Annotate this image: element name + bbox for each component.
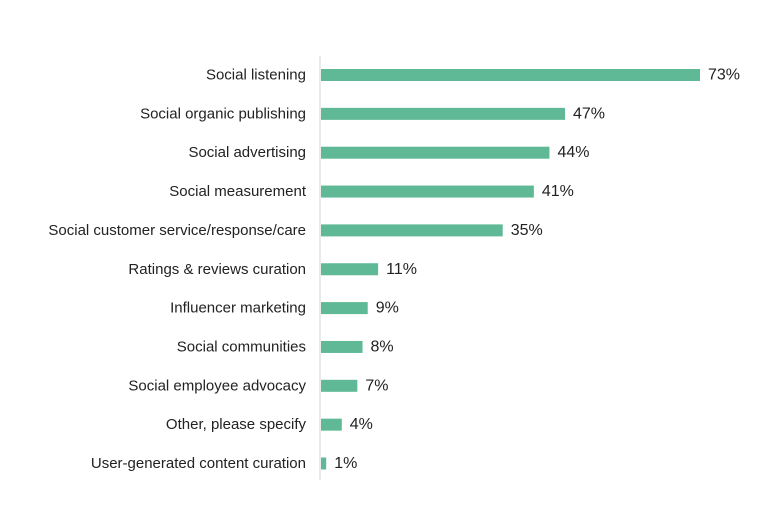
value-label: 44%	[557, 144, 589, 161]
bar	[321, 457, 327, 470]
value-label: 7%	[365, 377, 388, 394]
category-label: Social listening	[206, 67, 306, 84]
category-label: Social organic publishing	[140, 105, 306, 122]
bars-group	[321, 69, 700, 470]
category-label: Other, please specify	[166, 416, 307, 433]
value-label: 35%	[511, 222, 543, 239]
bar	[321, 302, 368, 315]
value-label: 41%	[542, 183, 574, 200]
category-label: Social employee advocacy	[128, 377, 306, 394]
value-label: 1%	[334, 455, 357, 472]
category-labels-group: Social listening Social organic publishin…	[48, 67, 306, 473]
value-label: 4%	[350, 416, 373, 433]
category-label: Social advertising	[188, 144, 306, 161]
value-label: 11%	[386, 261, 417, 278]
value-label: 73%	[708, 67, 740, 84]
bar	[321, 69, 700, 81]
bar	[321, 379, 358, 392]
category-label: User-generated content curation	[91, 455, 306, 472]
value-label: 9%	[376, 300, 399, 317]
value-label: 47%	[573, 105, 605, 122]
value-label: 8%	[371, 338, 394, 355]
bar	[321, 418, 342, 431]
bar	[321, 263, 379, 276]
bar	[321, 224, 503, 237]
bar	[321, 146, 550, 159]
category-label: Influencer marketing	[170, 300, 306, 317]
value-labels-group: 73% 47% 44% 41% 35% 11% 9% 8% 7% 4% 1%	[334, 67, 740, 473]
bar	[321, 185, 534, 198]
category-label: Social measurement	[169, 183, 307, 200]
bar	[321, 107, 566, 120]
category-label: Social communities	[177, 338, 306, 355]
category-label: Ratings & reviews curation	[128, 261, 306, 278]
category-label: Social customer service/response/care	[48, 222, 306, 239]
bar	[321, 340, 363, 353]
